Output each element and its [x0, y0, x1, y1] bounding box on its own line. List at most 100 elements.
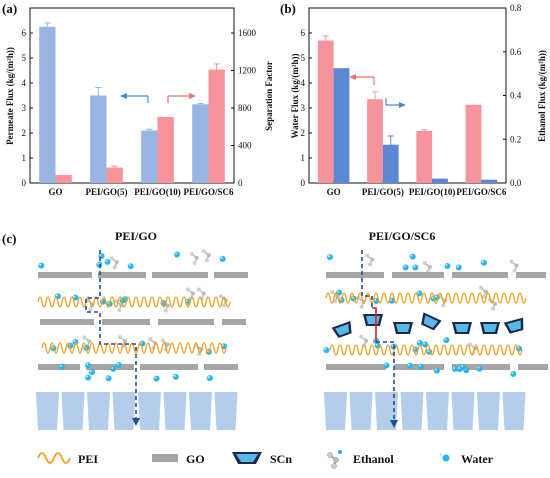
chart-b-bar: [432, 178, 448, 183]
water-molecule: [402, 264, 409, 271]
water-molecule: [433, 367, 440, 374]
chart-b-category-label: GO: [327, 187, 341, 197]
water-highlight: [86, 363, 89, 366]
water-highlight: [410, 254, 413, 257]
chart-b-bar: [382, 144, 399, 183]
support-pore: [214, 392, 238, 430]
chart-a-bar: [39, 26, 56, 183]
chart-a-ytick-right-label: 1200: [238, 66, 257, 76]
chart-a-ytick-right-label: 400: [238, 141, 252, 151]
scn-molecule: [452, 322, 472, 334]
water-highlight: [90, 370, 93, 373]
chart-a-y-title: Permeate Flux (kg/(m²h)): [5, 47, 15, 145]
water-highlight: [390, 298, 393, 301]
chart-a-bar: [90, 95, 107, 183]
chart-a-bar: [192, 104, 209, 183]
support-pore: [324, 392, 347, 430]
ethanol-atom: [512, 268, 517, 273]
support-pore: [138, 392, 161, 430]
water-highlight: [417, 340, 420, 343]
water-highlight: [154, 376, 157, 379]
chart-a: (a) Permeate Flux (kg/(m²h)) Separation …: [2, 1, 274, 197]
go-sheet: [518, 364, 548, 370]
scn-inner: [335, 323, 350, 336]
water-molecule: [409, 253, 416, 260]
chart-b-bar: [465, 104, 482, 183]
go-sheet: [38, 272, 92, 278]
chart-b-ytick-right-label: 0.0: [510, 178, 522, 188]
ethanol-atom: [491, 306, 496, 311]
support-pore: [349, 392, 373, 430]
ethanol-atom: [478, 285, 483, 290]
water-molecule: [127, 263, 134, 270]
ethanol-atom: [218, 294, 223, 299]
ethanol-atom: [112, 265, 117, 270]
water-highlight: [111, 366, 114, 369]
chart-a-ytick-right-label: 1600: [238, 28, 257, 38]
ethanol-atom: [422, 260, 427, 265]
pei-chain: [37, 296, 231, 308]
chart-a-ytick-label: 2: [22, 128, 27, 138]
ethanol-atom: [196, 287, 201, 292]
permeation-path: [372, 307, 377, 342]
go-sheet: [452, 272, 508, 278]
ethanol-atom: [221, 303, 226, 308]
ethanol-atom: [192, 260, 197, 265]
scn-inner: [455, 324, 469, 332]
water-highlight: [391, 344, 394, 347]
go-sheet: [152, 272, 208, 278]
go-sheet: [326, 364, 386, 370]
water-highlight: [336, 290, 339, 293]
water-highlight: [434, 295, 437, 298]
chart-a-ytick-label: 0: [22, 178, 27, 188]
pei-chain: [41, 342, 227, 354]
support-pore: [451, 392, 475, 430]
permeation-arrowhead: [132, 418, 140, 426]
water-molecule: [219, 256, 226, 263]
water-molecule: [115, 362, 122, 369]
legend-pei: PEI: [78, 452, 98, 466]
go-sheet: [102, 319, 150, 325]
ethanol-atom: [165, 342, 170, 347]
ethanol-atom: [148, 337, 153, 342]
water-molecule: [38, 262, 45, 269]
go-sheet: [516, 272, 546, 278]
pei-chain: [325, 292, 527, 304]
water-highlight: [55, 294, 58, 297]
chart-b-annotation-arrows: [349, 74, 406, 108]
diagram-pei-go-sc6: [323, 250, 548, 430]
water-molecule: [54, 293, 61, 300]
chart-a-ytick-right-label: 800: [238, 103, 252, 113]
water-molecule: [104, 258, 111, 265]
ethanol-atom: [370, 257, 375, 262]
water-molecule: [110, 365, 117, 372]
water-highlight: [427, 349, 430, 352]
go-sheet: [326, 272, 384, 278]
water-molecule: [85, 374, 92, 381]
water-highlight: [351, 296, 354, 299]
water-molecule: [153, 375, 160, 382]
ethanol-atom: [160, 338, 165, 343]
water-legend-icon: [439, 453, 450, 462]
water-highlight: [457, 367, 460, 370]
chart-b-ytick-right-label: 0.6: [510, 47, 522, 57]
water-highlight: [417, 291, 420, 294]
water-highlight: [434, 368, 437, 371]
scn-molecule: [363, 314, 383, 326]
legend-water: Water: [461, 452, 494, 466]
chart-b-category-label: PEI/GO(10): [409, 187, 456, 197]
go-sheet: [98, 272, 146, 278]
chart-a-bar: [55, 175, 72, 183]
chart-b-bar: [317, 40, 334, 183]
scn-molecule: [331, 320, 352, 339]
water-molecule: [480, 259, 487, 266]
water-highlight: [431, 296, 434, 299]
support-pore: [477, 392, 500, 430]
chart-a-bar: [208, 69, 225, 183]
water-molecule: [412, 264, 419, 271]
ethanol-atom: [109, 256, 114, 261]
water-highlight: [173, 374, 176, 377]
support-pore: [400, 392, 424, 430]
go-legend-icon: [152, 454, 178, 462]
water-highlight: [116, 363, 119, 366]
